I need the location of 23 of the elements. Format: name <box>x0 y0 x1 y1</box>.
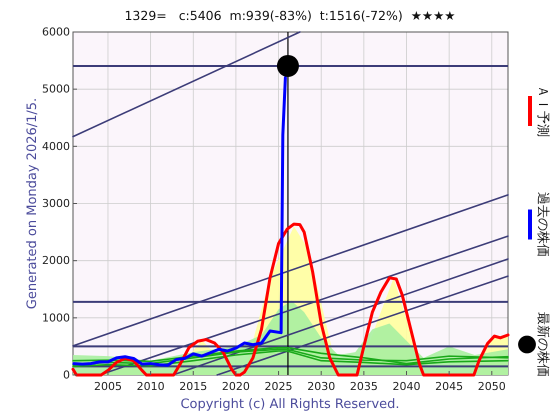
x-tick-label: 2015 <box>179 380 208 394</box>
y-tick-label: 5000 <box>42 82 70 96</box>
legend-label: 過去の株価 <box>535 192 550 257</box>
legend-label: 最新の株価 <box>535 312 550 377</box>
text: Copyright (c) All Rights Reserved. <box>180 397 400 412</box>
x-tick-label: 2025 <box>264 380 293 394</box>
x-tick-label: 2030 <box>307 380 336 394</box>
y-tick-label: 0 <box>63 368 70 382</box>
chart-title: 1329= c:5406 m:939(-83%) t:1516(-72%) ★★★★ <box>124 8 456 23</box>
y-tick-label: 4000 <box>42 140 70 153</box>
y-tick-label: 2000 <box>42 254 70 268</box>
legend-label: ＡＩ予測 <box>535 85 550 137</box>
x-tick-label: 2035 <box>350 380 378 394</box>
x-tick-label: 2005 <box>94 380 122 394</box>
x-tick-label: 2040 <box>392 380 420 394</box>
x-tick-label: 2045 <box>435 380 464 394</box>
y-axis-title: Generated on Monday 2026/1/5. <box>25 98 40 310</box>
y-tick-label: 1000 <box>42 311 70 324</box>
x-tick-label: 2010 <box>136 380 165 394</box>
x-tick-label: 2050 <box>478 380 506 394</box>
y-tick-label: 6000 <box>42 26 70 39</box>
y-tick-label: 3000 <box>42 197 70 210</box>
x-tick-label: 2020 <box>222 380 250 394</box>
